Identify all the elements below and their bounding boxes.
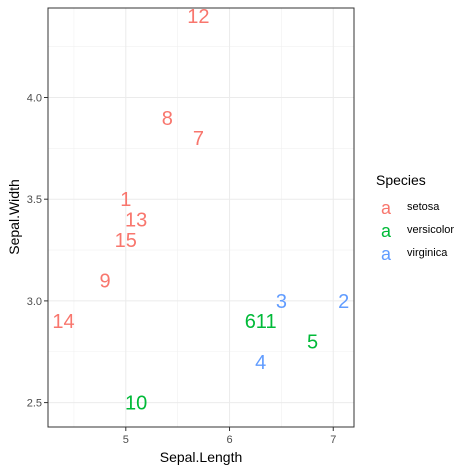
y-tick-label: 3.5: [27, 194, 42, 206]
point-label-setosa: 13: [125, 210, 147, 232]
grid-layer: [48, 8, 354, 427]
legend-label-versicolor: versicolor: [407, 224, 454, 236]
point-label-setosa: 7: [193, 128, 204, 150]
y-tick-label: 3.0: [27, 296, 42, 308]
x-tick-label: 5: [123, 434, 129, 446]
x-tick-label: 7: [330, 434, 336, 446]
point-label-virginica: 2: [338, 291, 349, 313]
legend-items: a setosa a versicolor a virginica: [381, 198, 454, 264]
legend-label-virginica: virginica: [407, 247, 448, 259]
y-axis-title: Sepal.Width: [6, 179, 22, 254]
point-label-setosa: 12: [187, 6, 209, 28]
x-tick-label: 6: [226, 434, 232, 446]
point-label-versicolor: 10: [125, 393, 147, 415]
point-label-setosa: 8: [162, 108, 173, 130]
legend-title: Species: [376, 172, 426, 188]
y-tick-label: 2.5: [27, 398, 42, 410]
point-label-versicolor: 5: [307, 332, 318, 354]
legend: Species a setosa a versicolor a virginica: [376, 172, 454, 264]
point-label-setosa: 15: [115, 230, 137, 252]
plot-panel-border: [47, 7, 355, 428]
point-label-virginica: 3: [276, 291, 287, 313]
legend-key-virginica: a: [381, 244, 392, 264]
y-tick-label: 4.0: [27, 92, 42, 104]
point-label-virginica: 4: [255, 352, 266, 374]
point-label-setosa: 9: [99, 271, 110, 293]
legend-key-versicolor: a: [381, 221, 392, 241]
point-label-versicolor: 611: [245, 311, 277, 333]
x-axis-title: Sepal.Length: [160, 449, 243, 465]
legend-label-setosa: setosa: [407, 201, 440, 213]
point-label-setosa: 1: [120, 189, 131, 211]
axis-ticks: 5 6 7 2.5 3.0 3.5 4.0: [27, 92, 337, 446]
legend-key-setosa: a: [381, 198, 392, 218]
point-label-setosa: 14: [52, 311, 74, 333]
